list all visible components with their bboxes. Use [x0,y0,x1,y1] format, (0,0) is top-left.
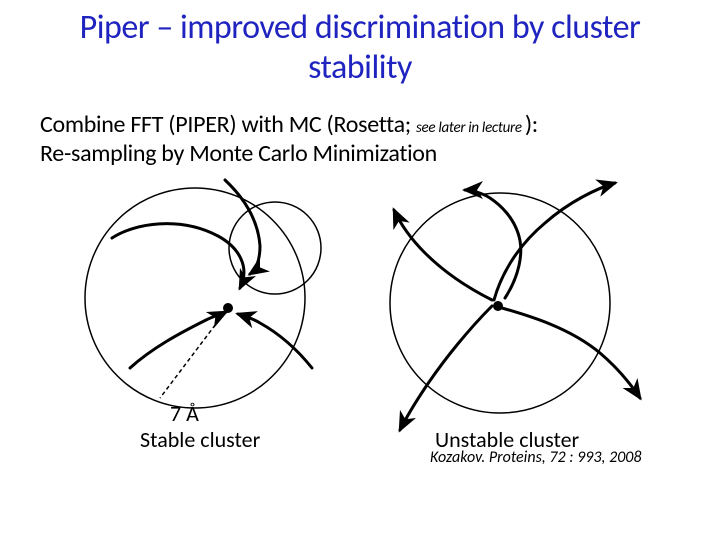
radius-label: 7 Å [170,400,199,427]
body-line2-text: Re-sampling by Monte Carlo Minimization [40,139,437,168]
citation: Kozakov. Proteins, 72 : 993, 2008 [430,448,642,467]
slide-title: Piper – improved discrimination by clust… [0,0,720,88]
left-caption: Stable cluster [140,426,260,453]
body-line1-b: ): [525,110,538,139]
body-line1-note: see later in lecture [416,119,525,137]
body-line1-a: Combine FFT (PIPER) with MC (Rosetta; [40,110,416,139]
body-line-2: Re-sampling by Monte Carlo Minimization [0,139,720,168]
diagram-svg [0,168,720,468]
title-text: Piper – improved discrimination by clust… [80,7,641,88]
diagram-area: 7 Å Stable cluster Unstable cluster Koza… [0,168,720,468]
body-line-1: Combine FFT (PIPER) with MC (Rosetta; se… [0,110,720,139]
